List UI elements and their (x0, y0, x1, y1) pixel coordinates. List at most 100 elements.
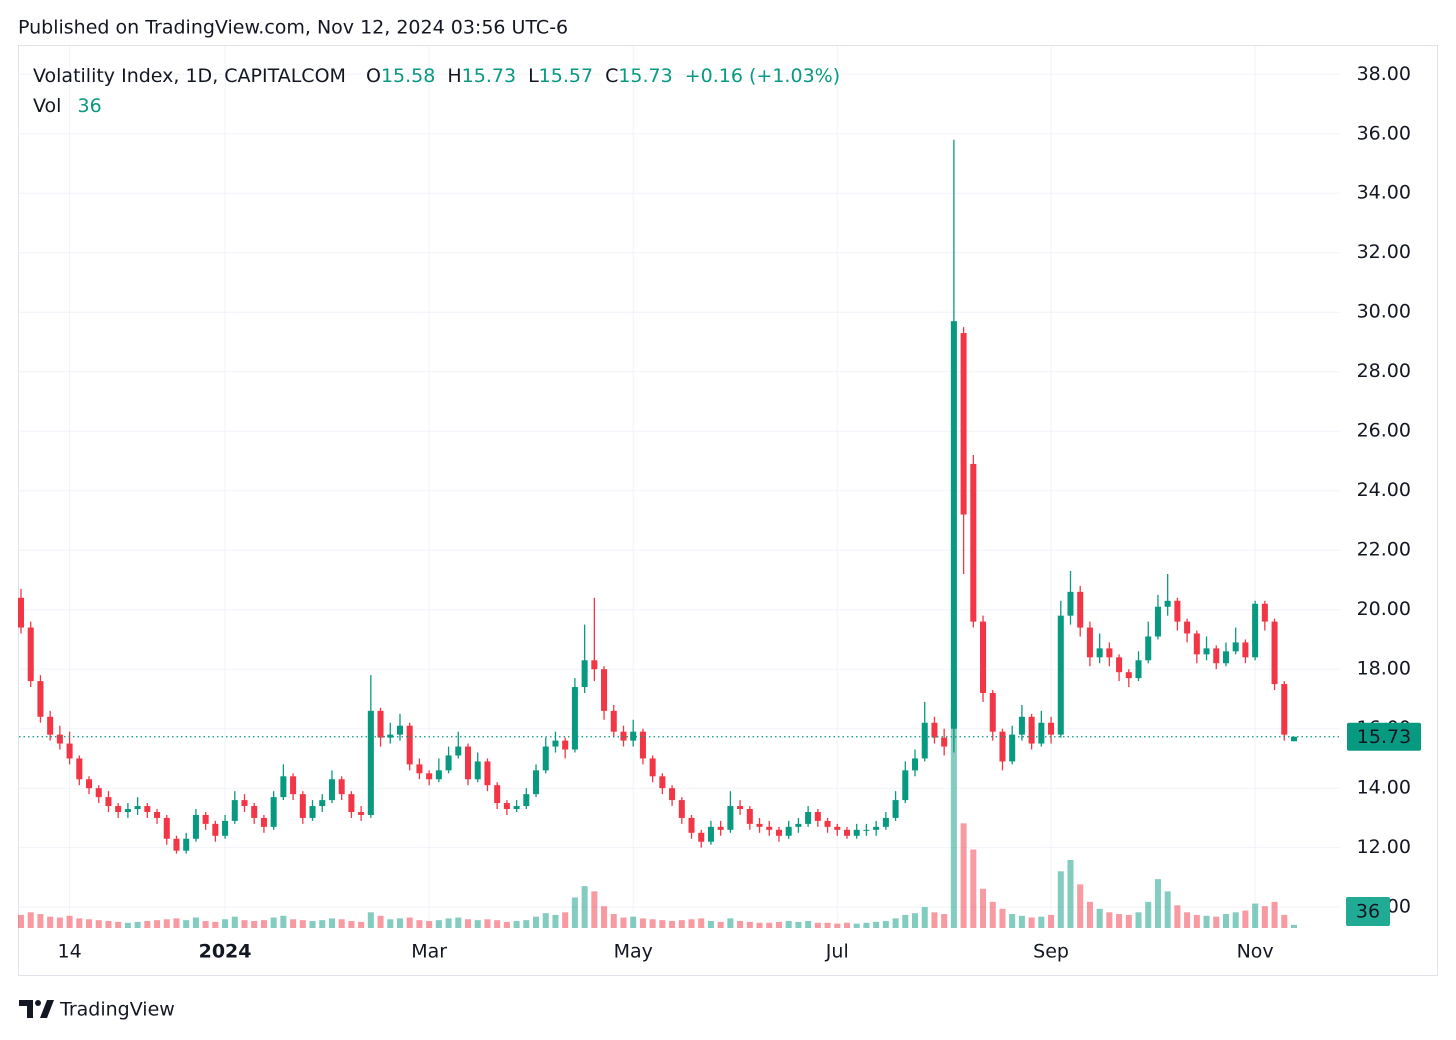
volume-bar (328, 918, 335, 928)
candle-body (358, 811, 365, 815)
candle-body (523, 794, 530, 807)
candle-body (1281, 684, 1288, 735)
change: +0.16 (+1.03%) (685, 65, 840, 87)
ohlc-value: 15.73 (618, 65, 672, 87)
ohlc-label: L (528, 65, 539, 87)
candle-body (727, 806, 734, 830)
volume-bar (290, 919, 297, 928)
volume-bar (474, 920, 481, 928)
volume-bar (1145, 901, 1152, 928)
volume-bar (1096, 908, 1103, 928)
volume-bar (717, 921, 724, 928)
volume-bar (960, 823, 967, 928)
candle-body (669, 788, 676, 801)
candle-body (853, 829, 860, 836)
volume-bar (882, 921, 889, 928)
candle-body (212, 823, 219, 836)
candle-body (1106, 648, 1113, 658)
volume-bar (377, 915, 384, 928)
candle-body (503, 803, 510, 810)
candle-body (260, 817, 267, 827)
candle-body (698, 832, 705, 842)
candle-body (533, 770, 540, 795)
volume-bar (523, 920, 530, 928)
candle-body (241, 800, 248, 807)
volume-bar (727, 918, 734, 928)
volume-bar (1252, 903, 1259, 928)
volume-bar (639, 918, 646, 928)
candle-body (882, 817, 889, 827)
candle-body (1203, 648, 1210, 655)
volume-bar (814, 922, 821, 928)
candle-body (66, 743, 73, 759)
volume-bar (358, 921, 365, 928)
y-tick-label: 14.00 (1357, 777, 1411, 799)
candle-body (494, 785, 501, 804)
volume-bar (1242, 910, 1249, 928)
volume-bar (1077, 884, 1084, 928)
candle-body (251, 806, 258, 818)
candle-body (1096, 648, 1103, 658)
ohlc-label: H (447, 65, 461, 87)
candle-body (591, 660, 598, 670)
volume-bar (455, 917, 462, 928)
candle-body (319, 800, 326, 807)
volume-bar (183, 920, 190, 928)
candle-body (464, 746, 472, 780)
volume-bar (853, 923, 860, 928)
candle-body (688, 817, 695, 833)
candle-body (805, 811, 812, 824)
volume-bar (319, 920, 326, 928)
volume-bar (86, 919, 93, 928)
candle-body (1057, 615, 1064, 735)
volume-bar (222, 919, 229, 928)
volume-bar (134, 921, 141, 928)
volume-bar (989, 901, 996, 928)
volume-bar (941, 914, 948, 928)
y-tick-label: 24.00 (1357, 479, 1411, 501)
marks (17, 139, 1340, 928)
candle-body (902, 770, 909, 801)
candle-body (387, 734, 394, 738)
volume-bar (1164, 891, 1171, 928)
volume-bar (416, 920, 423, 928)
candle-body (416, 764, 423, 774)
volume-bar (1271, 901, 1278, 928)
candle-body (1213, 648, 1220, 664)
volume-bar (76, 918, 83, 928)
ohlc-value: 15.57 (539, 65, 593, 87)
y-tick-label: 36.00 (1357, 122, 1411, 144)
brand-name: TradingView (59, 999, 175, 1021)
candle-body (581, 660, 588, 688)
volume-bar (1038, 916, 1045, 928)
volume-bar (173, 918, 180, 928)
candle-body (834, 826, 841, 830)
volume-bar (863, 922, 870, 928)
y-tick-label: 18.00 (1357, 658, 1411, 680)
candle-body (562, 740, 569, 750)
volume-bar (669, 921, 676, 928)
candle-body (1174, 600, 1181, 622)
candle-body (960, 333, 967, 515)
y-tick-label: 12.00 (1357, 836, 1411, 858)
candle-body (56, 734, 63, 744)
volume-bar (533, 916, 540, 928)
volume-bar (212, 921, 219, 928)
candle-body (1116, 657, 1123, 673)
frame (18, 45, 1438, 976)
candle-body (931, 722, 938, 738)
volume-bar (843, 922, 851, 928)
ohlc-label: C (605, 65, 618, 87)
volume-bar (484, 919, 491, 928)
volume-bar (47, 916, 54, 928)
volume-bar (503, 921, 510, 928)
volume-bar (231, 916, 238, 928)
candle-body (1048, 722, 1055, 735)
volume-bar (1154, 879, 1161, 928)
volume-bar (192, 917, 199, 928)
candle-body (785, 826, 792, 836)
volume-bar (163, 919, 170, 928)
candle-body (1242, 642, 1249, 658)
volume-bar (873, 921, 880, 928)
